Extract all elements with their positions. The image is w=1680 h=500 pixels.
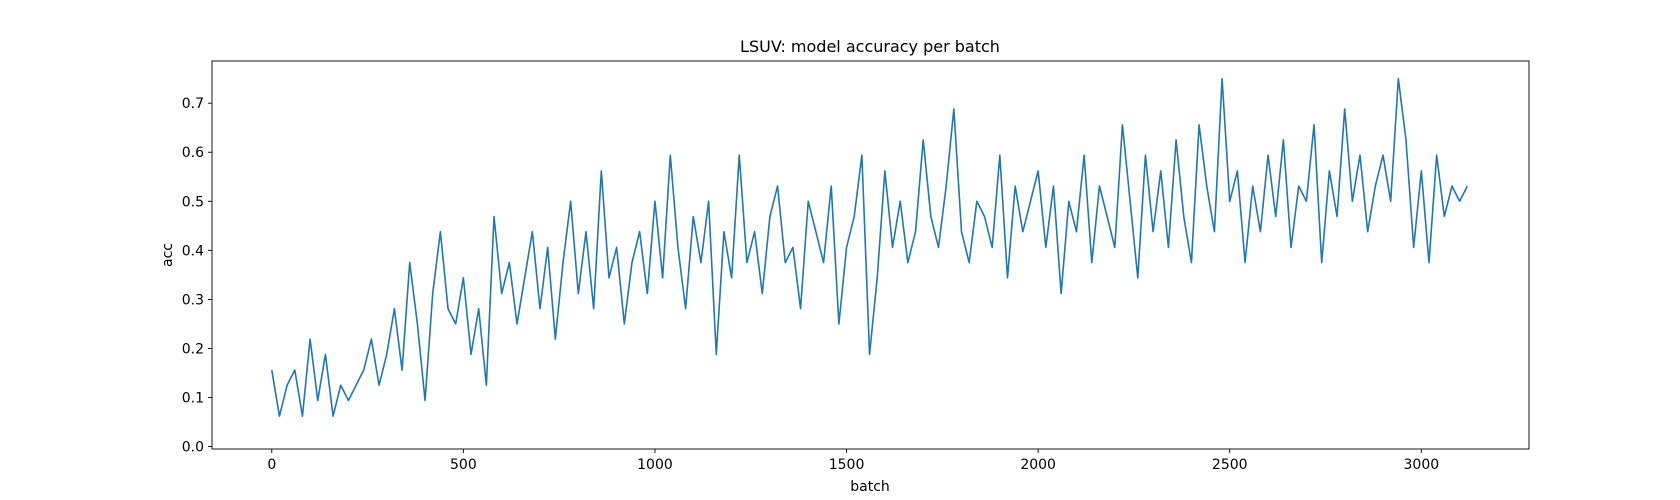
y-tick-label: 0.4 <box>182 243 204 259</box>
x-tick-label: 2000 <box>1020 457 1056 473</box>
x-tick-label: 1000 <box>637 457 673 473</box>
plot-frame <box>211 60 1530 450</box>
x-tick-label: 0 <box>267 457 276 473</box>
y-tick-label: 0.7 <box>182 96 204 112</box>
y-tick-label: 0.1 <box>182 390 204 406</box>
y-axis-label: acc <box>160 243 176 267</box>
y-tick-label: 0.0 <box>182 440 204 456</box>
y-tick-label: 0.3 <box>182 292 204 308</box>
line-series <box>270 77 1469 417</box>
y-tick-label: 0.5 <box>182 194 204 210</box>
chart-title: LSUV: model accuracy per batch <box>740 37 1000 56</box>
x-tick-label: 3000 <box>1404 457 1440 473</box>
x-axis-label: batch <box>850 479 890 495</box>
y-tick-label: 0.2 <box>182 341 204 357</box>
y-tick-label: 0.6 <box>182 145 204 161</box>
x-tick-label: 2500 <box>1212 457 1248 473</box>
x-tick-label: 1500 <box>829 457 865 473</box>
x-tick-label: 500 <box>450 457 477 473</box>
